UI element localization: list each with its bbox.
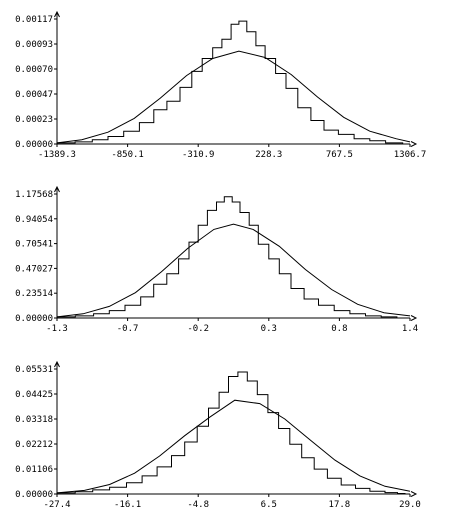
panel-1-x-axis-arrow <box>410 141 418 147</box>
panel-1-x-tick-label: 228.3 <box>255 150 282 160</box>
panel-2-histogram-steps <box>56 196 410 319</box>
panel-3-x-tick-label: 29.0 <box>399 500 421 510</box>
panel-2-y-tick-label: 1.17568 <box>15 190 53 200</box>
panel-2-normal-fit-curve <box>56 223 411 318</box>
panel-2-x-tick-label: -0.7 <box>117 324 139 334</box>
panel-2-x-tick-label: 0.3 <box>261 324 277 334</box>
panel-3-histogram-steps <box>56 371 410 495</box>
panel-3-normal-fit-curve <box>56 399 411 494</box>
panel-1-y-tick-label: 0.00000 <box>15 140 53 150</box>
panel-1-x-tick-label: 767.5 <box>326 150 353 160</box>
panel-2-y-tick-label: 0.94054 <box>15 215 53 225</box>
panel-3-y-axis-arrow <box>54 360 60 368</box>
panel-3-x-tick-label: 6.5 <box>261 500 277 510</box>
panel-3-y-tick-label: 0.05531 <box>15 365 53 375</box>
panel-3-y-tick-label: 0.04425 <box>15 390 53 400</box>
panel-1-x-tick-label: -850.1 <box>111 150 144 160</box>
panel-2-x-tick-label: 0.8 <box>331 324 347 334</box>
panel-3-x-tick-label: -16.1 <box>114 500 141 510</box>
panel-3-x-tick-label: -27.4 <box>43 500 70 510</box>
panel-3-x-axis-arrow <box>410 491 418 497</box>
panel-1-y-tick-label: 0.00047 <box>15 90 53 100</box>
panel-2-y-axis-arrow <box>54 185 60 193</box>
panel-2-x-tick-label: 1.4 <box>402 324 418 334</box>
panel-1-x-tick-label: -1389.3 <box>38 150 76 160</box>
panel-1-y-tick-label: 0.00070 <box>15 65 53 75</box>
panel-1-y-axis-arrow <box>54 10 60 18</box>
panel-1-y-tick-label: 0.00093 <box>15 40 53 50</box>
panel-3-y-tick-label: 0.03318 <box>15 415 53 425</box>
panel-1-x-tick-label: 1306.7 <box>394 150 427 160</box>
panel-3-x-tick-label: -4.8 <box>187 500 209 510</box>
panel-1-y-tick-label: 0.00117 <box>15 15 53 25</box>
panel-2-y-tick-label: 0.23514 <box>15 289 53 299</box>
panel-3-y-tick-label: 0.00000 <box>15 490 53 500</box>
panel-3-y-tick-label: 0.01106 <box>15 465 53 475</box>
panel-1-histogram-steps <box>56 20 410 145</box>
panel-1-x-tick-label: -310.9 <box>182 150 215 160</box>
panel-1-y-tick-label: 0.00023 <box>15 115 53 125</box>
panel-2-y-tick-label: 0.70541 <box>15 240 53 250</box>
panel-2-x-tick-label: -1.3 <box>46 324 68 334</box>
panel-3-x-tick-label: 17.8 <box>329 500 351 510</box>
panel-2-x-axis-arrow <box>410 315 418 321</box>
panel-1-normal-fit-curve <box>56 50 411 144</box>
panel-3-y-tick-label: 0.02212 <box>15 440 53 450</box>
panel-2-y-tick-label: 0.00000 <box>15 314 53 324</box>
panel-2-x-tick-label: -0.2 <box>187 324 209 334</box>
panel-2-y-tick-label: 0.47027 <box>15 264 53 274</box>
